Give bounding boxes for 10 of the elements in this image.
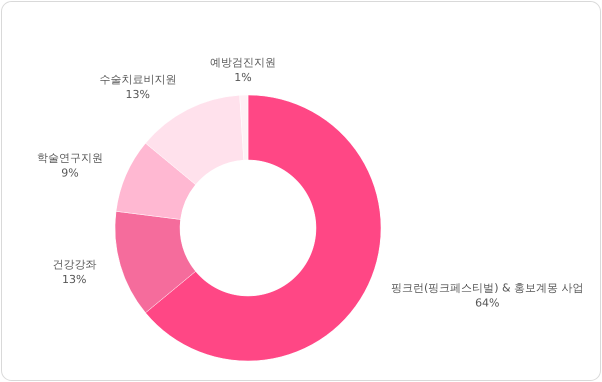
slice-label: 건강강좌	[52, 258, 96, 272]
data-label: 9%	[61, 166, 79, 180]
data-label: 13%	[126, 88, 150, 102]
data-label: 64%	[475, 296, 500, 310]
data-label: 1%	[234, 71, 252, 84]
slice-label: 학술연구지원	[36, 151, 103, 164]
slice-label: 수술치료비지원	[99, 73, 176, 86]
data-label: 13%	[62, 273, 86, 286]
slice-label: 핑크런(핑크페스티벌) & 홍보계몽 사업	[390, 281, 584, 294]
slice-label: 예방검진지원	[210, 56, 276, 70]
